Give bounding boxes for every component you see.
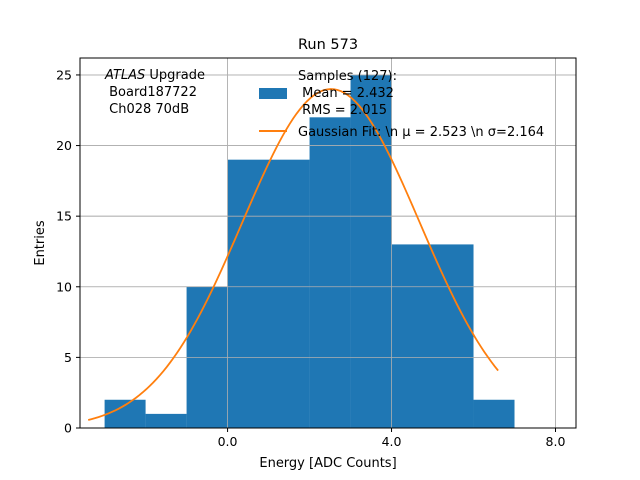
y-tick-label: 0	[64, 421, 72, 436]
x-axis-label: Energy [ADC Counts]	[259, 456, 396, 471]
atlas-annotation: ATLAS Upgrade Board187722 Ch028 70dB	[104, 68, 205, 117]
histogram-bar	[350, 74, 392, 428]
legend-histogram-swatch	[259, 88, 287, 99]
x-tick-label: 8.0	[546, 434, 566, 449]
annotation-line-1: ATLAS Upgrade	[104, 68, 205, 83]
y-tick-label: 10	[56, 279, 72, 294]
atlas-label: ATLAS	[104, 68, 145, 83]
y-tick-label: 15	[56, 209, 72, 224]
axes-frame	[79, 57, 577, 429]
legend-histogram-label-line2: Mean = 2.432	[298, 86, 394, 101]
y-axis-ticks: 0 5 10 15 20 25	[56, 67, 80, 436]
histogram-bar	[104, 399, 146, 428]
legend: Samples (127): Mean = 2.432 RMS = 2.015 …	[259, 69, 544, 140]
y-tick-label: 5	[64, 350, 72, 365]
x-tick-label: 0.0	[218, 434, 238, 449]
y-tick-label: 20	[56, 138, 72, 153]
y-axis-label: Entries	[33, 220, 48, 266]
y-tick-label: 25	[56, 67, 72, 82]
x-tick-label: 4.0	[382, 434, 402, 449]
histogram-bars	[104, 74, 515, 428]
histogram-bar	[227, 159, 310, 428]
legend-histogram-label-line1: Samples (127):	[298, 69, 397, 84]
histogram-bar	[145, 413, 187, 428]
annotation-board: Board187722	[105, 85, 197, 100]
upgrade-label: Upgrade	[145, 68, 205, 83]
x-axis-ticks: 0.0 4.0 8.0	[218, 428, 566, 449]
histogram-bar	[391, 244, 474, 428]
annotation-channel: Ch028 70dB	[105, 102, 189, 117]
chart-title: Run 573	[298, 37, 358, 53]
legend-fit-label: Gaussian Fit: \n μ = 2.523 \n σ=2.164	[298, 125, 544, 140]
gaussian-fit-line	[87, 88, 499, 421]
histogram-bar	[473, 399, 515, 428]
legend-histogram-label-line3: RMS = 2.015	[298, 103, 387, 118]
histogram-bar	[309, 117, 351, 428]
